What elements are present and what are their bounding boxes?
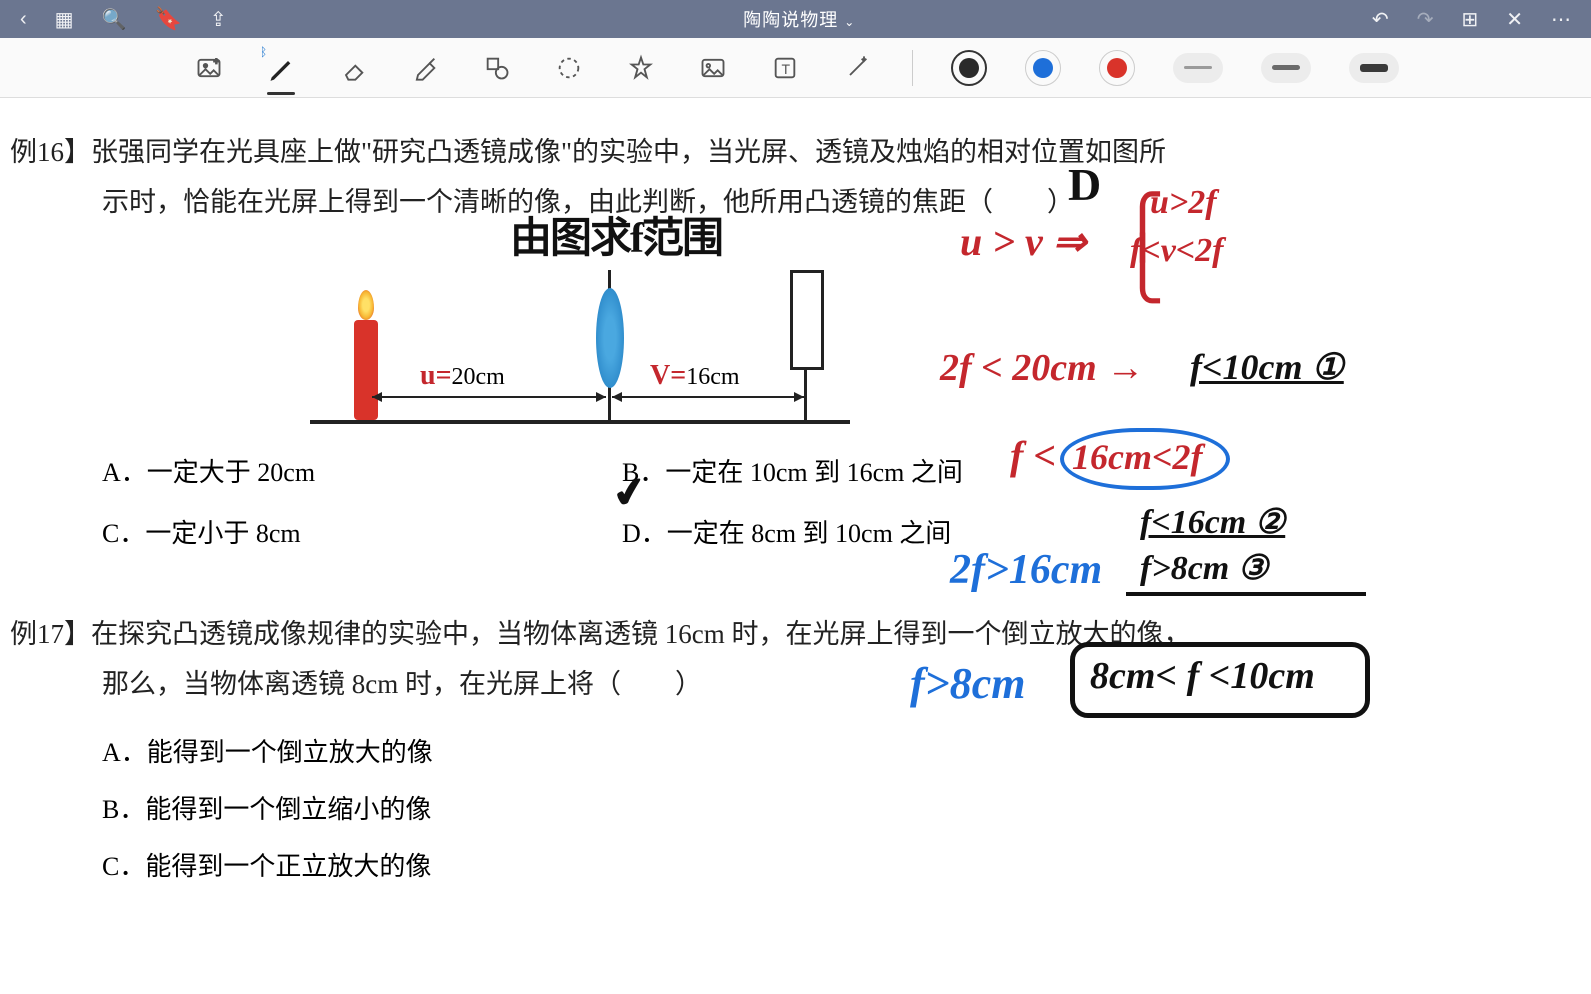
back-icon[interactable]: ‹: [20, 8, 27, 31]
hw-step3-left: 2f>16cm: [950, 546, 1102, 594]
q17-options: A．能得到一个倒立放大的像 B．能得到一个倒立缩小的像 C．能得到一个正立放大的…: [10, 724, 1581, 896]
hw-title: 由图求f范围: [510, 204, 722, 265]
svg-text:T: T: [782, 60, 791, 76]
light-screen-icon: [790, 270, 824, 370]
u-arrow: [372, 396, 606, 398]
color-blue[interactable]: [1025, 50, 1061, 86]
hw-answer-d: D: [1068, 158, 1101, 211]
topbar-left-group: ‹ ▦ 🔍 🔖 ⇪: [20, 6, 227, 32]
v-arrow: [612, 396, 804, 398]
q16-label: 例16】: [10, 137, 91, 167]
q17-option-c: C．能得到一个正立放大的像: [102, 838, 1581, 895]
bookmark-icon[interactable]: 🔖: [154, 6, 181, 32]
question-16: 例16】张强同学在光具座上做"研究凸透镜成像"的实验中，当光屏、透镜及烛焰的相对…: [10, 128, 1581, 550]
search-icon[interactable]: 🔍: [102, 7, 127, 32]
convex-lens-icon: [596, 288, 624, 388]
close-icon[interactable]: ✕: [1506, 7, 1523, 32]
note-page[interactable]: 例16】张强同学在光具座上做"研究凸透镜成像"的实验中，当光屏、透镜及烛焰的相对…: [0, 98, 1591, 975]
app-topbar: ‹ ▦ 🔍 🔖 ⇪ 陶陶说物理 ⌄ ↶ ↷ ⊞ ✕ ⋯: [0, 0, 1591, 38]
color-red[interactable]: [1099, 50, 1135, 86]
redo-icon[interactable]: ↷: [1417, 7, 1434, 32]
hw-step3-r2: f>8cm ③: [1140, 548, 1268, 588]
photo-tool-icon[interactable]: [696, 51, 730, 85]
bluetooth-icon: ᛒ: [260, 45, 267, 59]
stroke-med[interactable]: [1261, 53, 1311, 83]
shape-tool-icon[interactable]: [480, 51, 514, 85]
q16-options: A．一定大于 20cm B．一定在 10cm 到 16cm 之间 C．一定小于 …: [10, 452, 1581, 550]
q16-line2: 示时，恰能在光屏上得到一个清晰的像，由此判断，他所用凸透镜的焦距（ ）: [10, 178, 1581, 228]
svg-text:+: +: [214, 56, 219, 66]
stroke-thick[interactable]: [1349, 53, 1399, 83]
optical-bench: [310, 420, 850, 424]
q16-option-d: D．一定在 8cm 到 10cm 之间: [622, 513, 1142, 550]
flame-icon: [358, 290, 374, 320]
hw-step1-right: f<10cm ①: [1190, 346, 1344, 388]
u-label: u=20cm: [420, 360, 505, 392]
q16-line1: 张强同学在光具座上做"研究凸透镜成像"的实验中，当光屏、透镜及烛焰的相对位置如图…: [91, 137, 1166, 167]
insert-image-tool-icon[interactable]: +: [192, 51, 226, 85]
q16-option-a: A．一定大于 20cm: [102, 452, 622, 489]
lasso-tool-icon[interactable]: [552, 51, 586, 85]
pen-tool-icon[interactable]: ᛒ: [264, 51, 298, 85]
grid-icon[interactable]: ▦: [55, 7, 74, 32]
undo-icon[interactable]: ↶: [1372, 7, 1389, 32]
magic-tool-icon[interactable]: [840, 51, 874, 85]
hw-uv-relation: u > v ⇒: [960, 218, 1086, 265]
q17-label: 例17】: [10, 619, 91, 649]
question-17: 例17】在探究凸透镜成像规律的实验中，当物体离透镜 16cm 时，在光屏上得到一…: [10, 610, 1581, 895]
q16-text: 例16】张强同学在光具座上做"研究凸透镜成像"的实验中，当光屏、透镜及烛焰的相对…: [10, 128, 1581, 228]
hw-step3-r1: f<16cm ②: [1140, 502, 1285, 542]
hw-cond1: u>2f: [1150, 184, 1217, 222]
eraser-tool-icon[interactable]: [336, 51, 370, 85]
q17-line1: 在探究凸透镜成像规律的实验中，当物体离透镜 16cm 时，在光屏上得到一个倒立放…: [91, 619, 1190, 649]
hw-strike: [1126, 592, 1366, 596]
hw-step2-circ: 16cm<2f: [1072, 436, 1202, 478]
q17-option-a: A．能得到一个倒立放大的像: [102, 724, 1581, 781]
hw-cond2: f<v<2f: [1130, 232, 1223, 270]
q16-option-c: C．一定小于 8cm: [102, 513, 622, 550]
document-title[interactable]: 陶陶说物理 ⌄: [743, 6, 855, 32]
drawing-toolbar: + ᛒ T: [0, 38, 1591, 98]
color-black[interactable]: [951, 50, 987, 86]
hw-step2-left: f <: [1010, 432, 1056, 479]
highlighter-tool-icon[interactable]: [408, 51, 442, 85]
candle-icon: [354, 320, 378, 420]
share-icon[interactable]: ⇪: [210, 7, 227, 32]
hw-step1-left: 2f < 20cm →: [940, 346, 1144, 390]
add-page-icon[interactable]: ⊞: [1461, 7, 1478, 32]
hw-final-left: f>8cm: [910, 658, 1025, 709]
text-tool-icon[interactable]: T: [768, 51, 802, 85]
v-label: V=16cm: [650, 360, 740, 392]
topbar-right-group: ↶ ↷ ⊞ ✕ ⋯: [1372, 7, 1571, 32]
stroke-thin[interactable]: [1173, 53, 1223, 83]
sticker-tool-icon[interactable]: [624, 51, 658, 85]
hw-final-box: 8cm< f <10cm: [1090, 654, 1315, 698]
lens-diagram: u=20cm V=16cm: [310, 238, 870, 438]
q17-option-b: B．能得到一个倒立缩小的像: [102, 781, 1581, 838]
more-icon[interactable]: ⋯: [1551, 7, 1571, 32]
